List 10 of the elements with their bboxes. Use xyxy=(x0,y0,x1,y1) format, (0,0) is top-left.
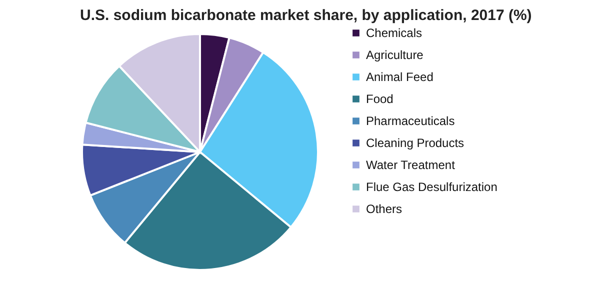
legend-label: Animal Feed xyxy=(366,70,434,84)
legend-label: Agriculture xyxy=(366,48,424,62)
chart-title: U.S. sodium bicarbonate market share, by application, 2017 (%) xyxy=(80,7,532,24)
legend-label: Chemicals xyxy=(366,26,422,40)
legend-label: Pharmaceuticals xyxy=(366,114,455,128)
legend-label: Food xyxy=(366,92,394,106)
legend-label: Flue Gas Desulfurization xyxy=(366,180,498,194)
legend-label: Water Treatment xyxy=(366,158,456,172)
legend-label: Others xyxy=(366,202,402,216)
legend-label: Cleaning Products xyxy=(366,136,464,150)
